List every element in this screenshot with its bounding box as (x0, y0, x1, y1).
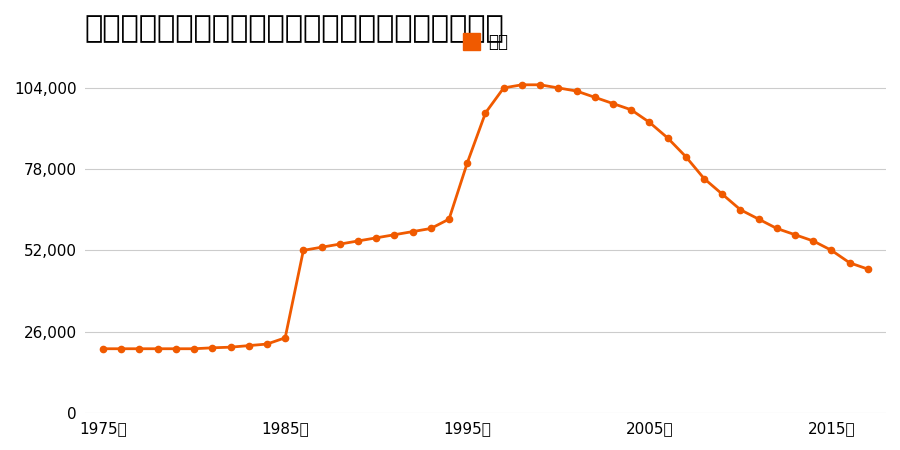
Legend: 価格: 価格 (463, 33, 508, 51)
Text: 石川県河北郡内灘町字緑台２丁目６０番の地価推移: 石川県河北郡内灘町字緑台２丁目６０番の地価推移 (85, 14, 505, 43)
